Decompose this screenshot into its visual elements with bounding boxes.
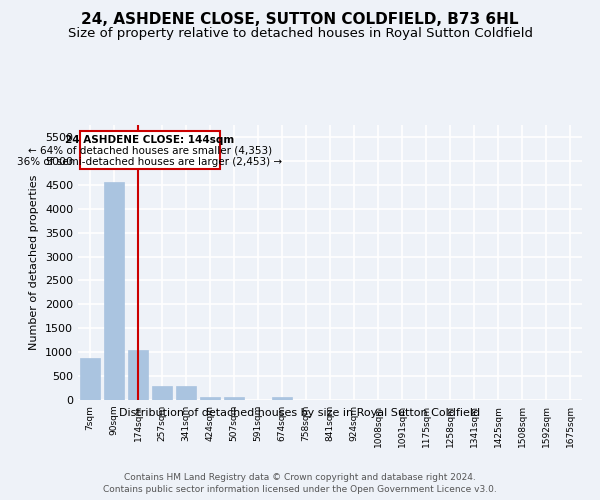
Bar (176, 386, 196, 400)
Bar (224, 398, 244, 400)
Bar (80, 358, 100, 400)
Text: 36% of semi-detached houses are larger (2,453) →: 36% of semi-detached houses are larger (… (17, 157, 283, 167)
Bar (272, 398, 292, 400)
Y-axis label: Number of detached properties: Number of detached properties (29, 175, 40, 350)
Bar (104, 182, 124, 400)
Text: ← 64% of detached houses are smaller (4,353): ← 64% of detached houses are smaller (4,… (28, 146, 272, 156)
Bar (200, 398, 220, 400)
Text: Size of property relative to detached houses in Royal Sutton Coldfield: Size of property relative to detached ho… (67, 28, 533, 40)
Text: Contains HM Land Registry data © Crown copyright and database right 2024.: Contains HM Land Registry data © Crown c… (124, 472, 476, 482)
Text: Distribution of detached houses by size in Royal Sutton Coldfield: Distribution of detached houses by size … (119, 408, 481, 418)
Text: Contains public sector information licensed under the Open Government Licence v3: Contains public sector information licen… (103, 485, 497, 494)
Text: 24 ASHDENE CLOSE: 144sqm: 24 ASHDENE CLOSE: 144sqm (65, 134, 235, 144)
Bar (152, 386, 172, 400)
Bar (128, 350, 148, 400)
Text: 24, ASHDENE CLOSE, SUTTON COLDFIELD, B73 6HL: 24, ASHDENE CLOSE, SUTTON COLDFIELD, B73… (81, 12, 519, 28)
